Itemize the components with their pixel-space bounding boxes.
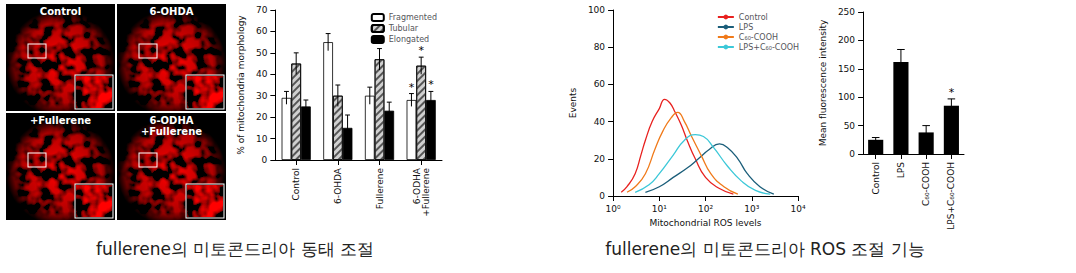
- svg-text:*: *: [418, 44, 424, 57]
- svg-text:50: 50: [844, 121, 856, 131]
- svg-text:60: 60: [256, 26, 268, 36]
- html-text:fullerene의 미토콘드리아 ROS 조절 기능: fullerene의 미토콘드리아 ROS 조절 기능: [605, 239, 925, 259]
- svg-text:80: 80: [594, 42, 606, 52]
- svg-text:Fullerene: Fullerene: [375, 168, 385, 210]
- svg-text:Tubular: Tubular: [388, 24, 419, 33]
- svg-text:10²: 10²: [698, 204, 713, 214]
- svg-text:10⁴: 10⁴: [790, 204, 805, 214]
- svg-text:10¹: 10¹: [652, 204, 667, 214]
- svg-text:10⁰: 10⁰: [606, 204, 621, 214]
- svg-text:30: 30: [256, 91, 268, 101]
- svg-text:Control: Control: [40, 6, 81, 17]
- svg-text:6-ODHA+Fullerene: 6-ODHA+Fullerene: [141, 115, 202, 137]
- svg-text:70: 70: [256, 5, 268, 15]
- svg-text:6-ODHA: 6-ODHA: [411, 168, 422, 205]
- svg-text:20: 20: [256, 112, 268, 122]
- svg-text:Mitochondrial ROS levels: Mitochondrial ROS levels: [650, 218, 762, 228]
- svg-text:250: 250: [838, 7, 855, 17]
- svg-text:20: 20: [594, 154, 606, 164]
- svg-text:0: 0: [599, 191, 605, 201]
- svg-text:LPS+C₆₀-COOH: LPS+C₆₀-COOH: [946, 162, 956, 230]
- svg-text:Control: Control: [739, 13, 768, 22]
- svg-text:40: 40: [594, 117, 606, 127]
- svg-text:40: 40: [256, 69, 268, 79]
- svg-text:50: 50: [256, 48, 268, 58]
- svg-text:100: 100: [588, 5, 605, 15]
- svg-text:C₆₀-COOH: C₆₀-COOH: [921, 162, 931, 206]
- svg-text:Elongated: Elongated: [389, 35, 429, 44]
- html-text:fullerene의 미토콘드리아 동태 조절: fullerene의 미토콘드리아 동태 조절: [95, 239, 375, 259]
- svg-text:*: *: [428, 78, 434, 91]
- svg-text:200: 200: [838, 35, 855, 45]
- svg-text:Fragmented: Fragmented: [389, 13, 437, 22]
- svg-text:C₆₀-COOH: C₆₀-COOH: [739, 33, 778, 42]
- svg-text:6-OHDA: 6-OHDA: [333, 167, 343, 204]
- svg-text:Control: Control: [291, 168, 301, 201]
- svg-text:+Fullerene: +Fullerene: [421, 168, 431, 217]
- svg-text:Events: Events: [568, 87, 578, 118]
- svg-text:10³: 10³: [744, 204, 759, 214]
- svg-text:100: 100: [838, 92, 855, 102]
- svg-text:Control: Control: [871, 162, 881, 195]
- svg-text:% of mitochondria morphology: % of mitochondria morphology: [236, 15, 246, 155]
- svg-text:*: *: [409, 81, 415, 94]
- svg-text:*: *: [949, 86, 955, 99]
- svg-text:LPS+C₆₀-COOH: LPS+C₆₀-COOH: [739, 43, 799, 52]
- svg-text:LPS: LPS: [896, 162, 906, 178]
- svg-text:6-OHDA: 6-OHDA: [149, 6, 193, 17]
- svg-text:10: 10: [256, 134, 268, 144]
- svg-text:0: 0: [262, 155, 268, 165]
- svg-text:Mean fluorescence intensity: Mean fluorescence intensity: [818, 19, 828, 146]
- svg-text:0: 0: [849, 149, 855, 159]
- svg-text:150: 150: [838, 64, 855, 74]
- svg-text:60: 60: [594, 79, 606, 89]
- svg-text:+Fullerene: +Fullerene: [30, 115, 91, 126]
- svg-text:LPS: LPS: [739, 23, 753, 32]
